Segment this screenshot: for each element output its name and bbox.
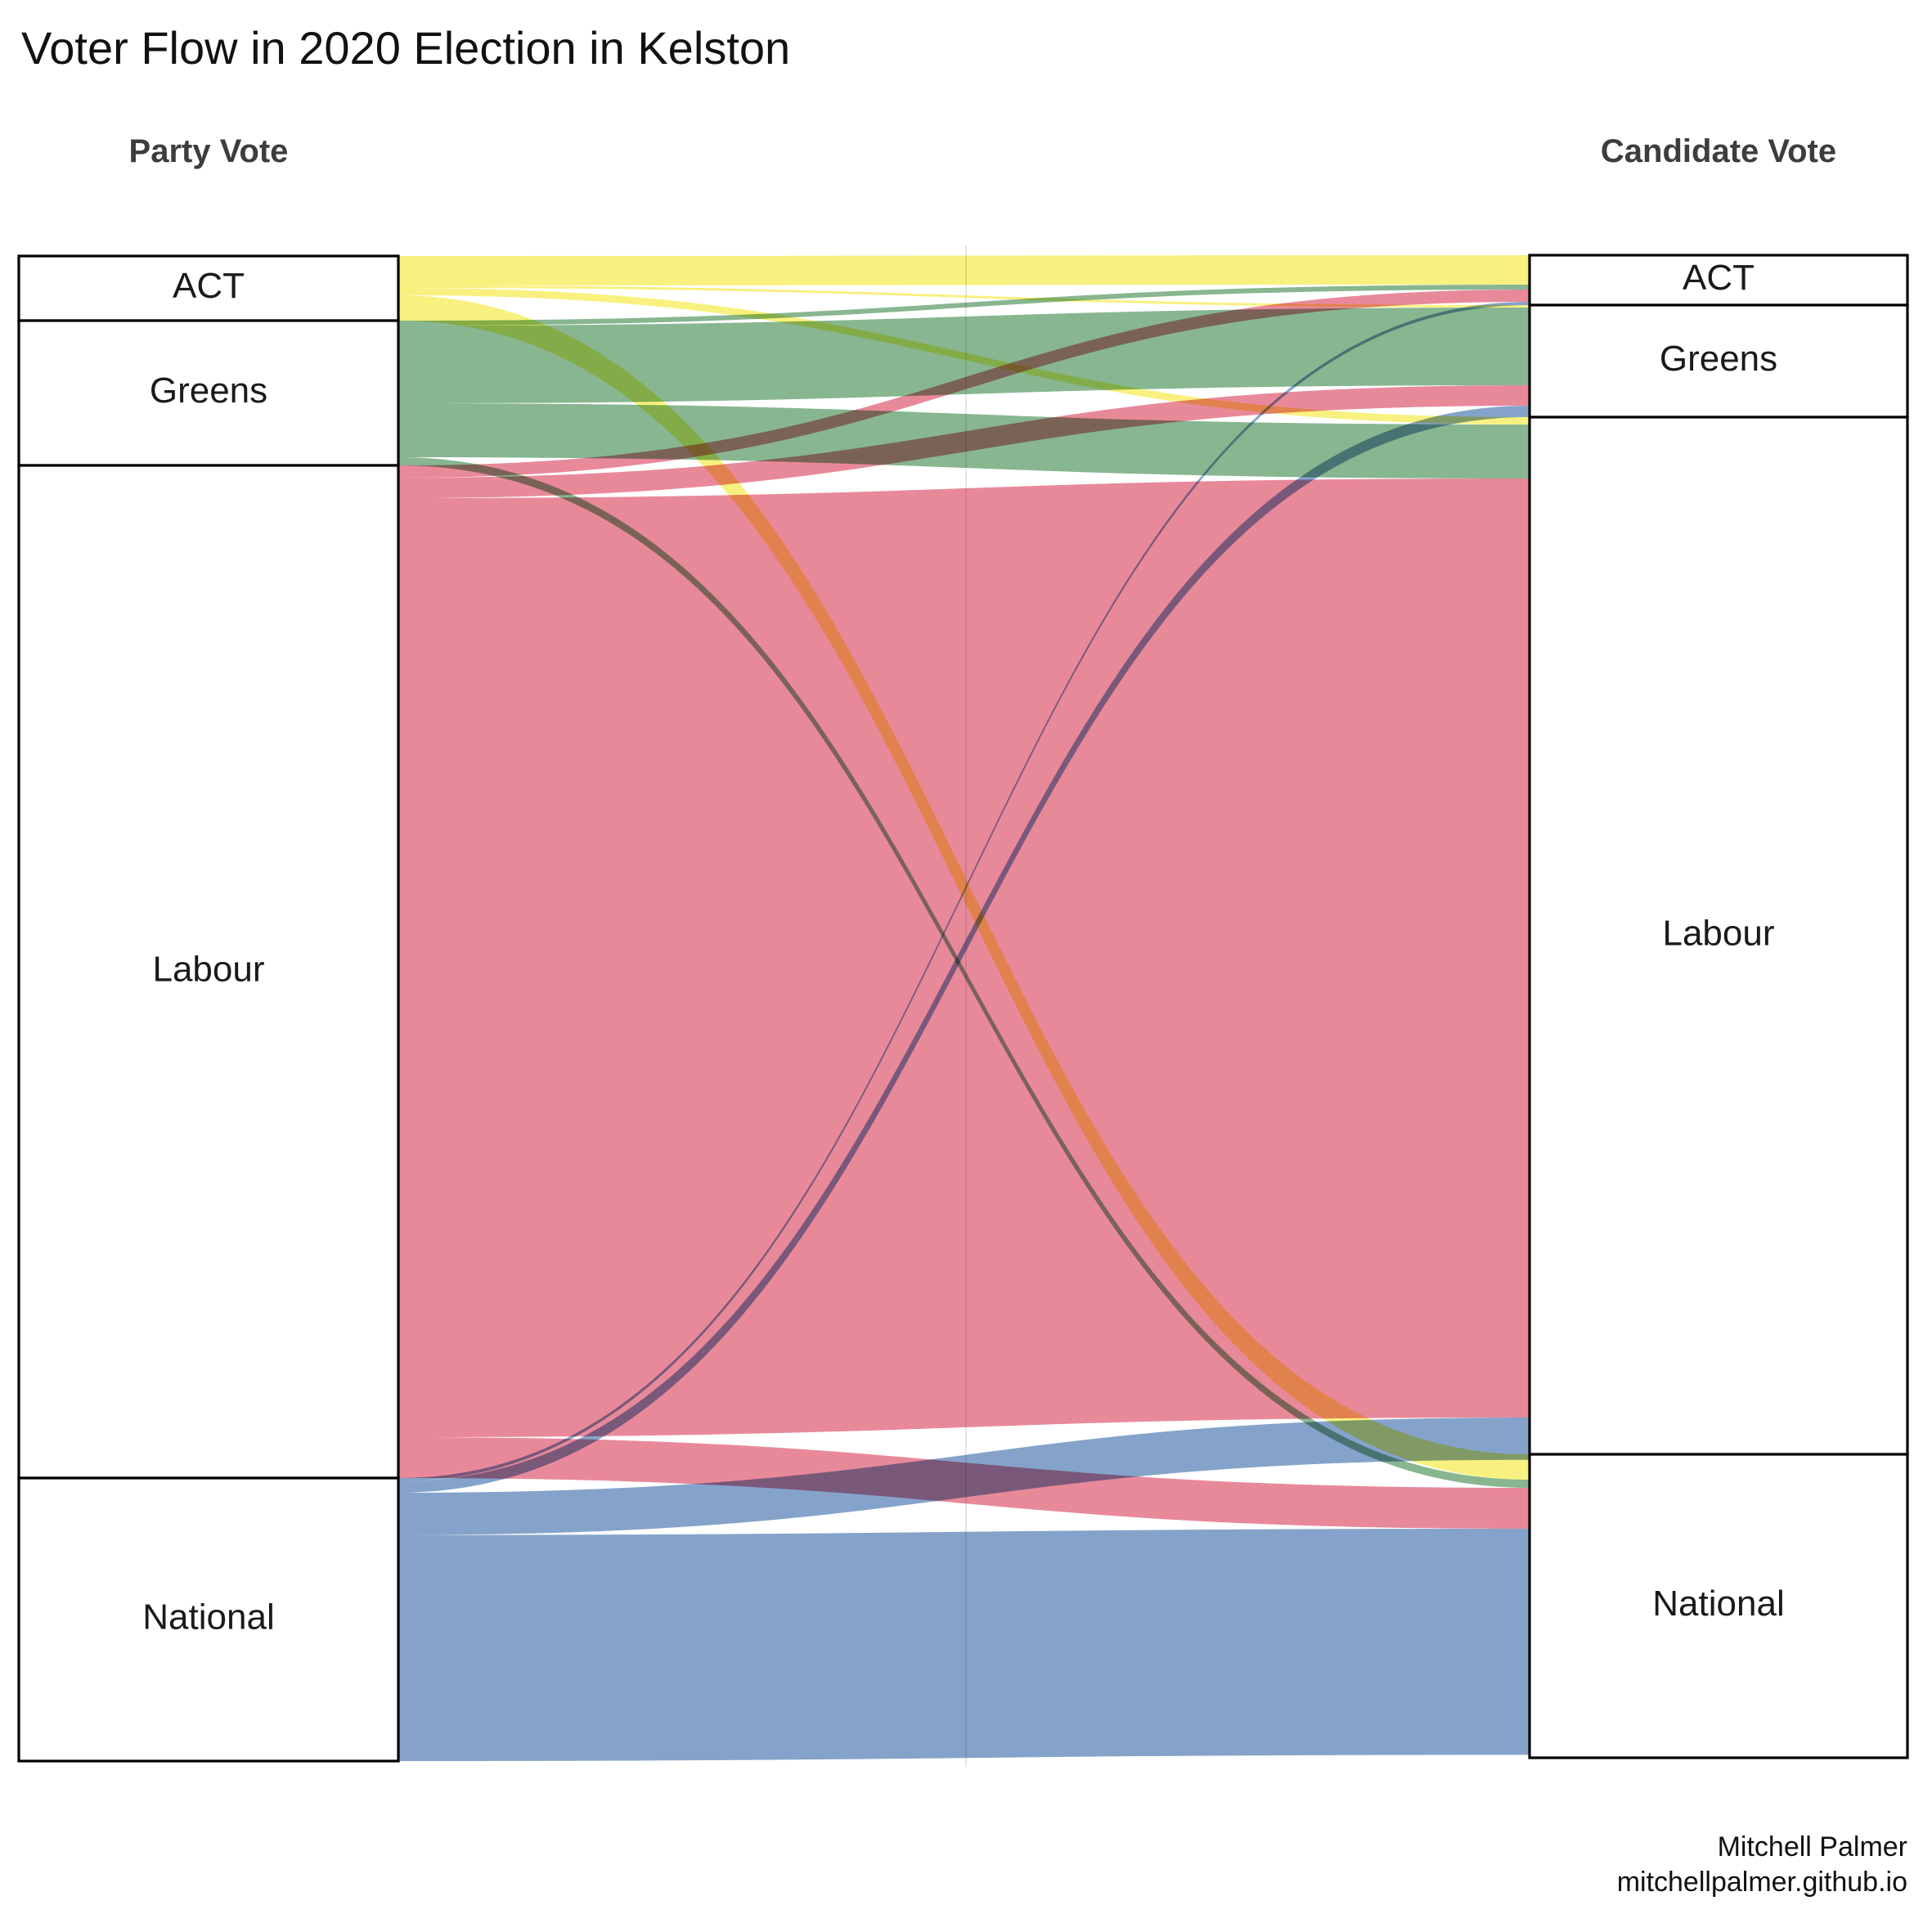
svg-text:ACT: ACT <box>173 266 245 306</box>
svg-text:Greens: Greens <box>150 371 267 411</box>
svg-text:National: National <box>142 1597 274 1638</box>
svg-text:Labour: Labour <box>152 950 264 990</box>
svg-text:National: National <box>1652 1584 1784 1624</box>
svg-text:Greens: Greens <box>1660 339 1777 379</box>
svg-text:Labour: Labour <box>1662 914 1774 954</box>
svg-text:ACT: ACT <box>1683 258 1755 298</box>
